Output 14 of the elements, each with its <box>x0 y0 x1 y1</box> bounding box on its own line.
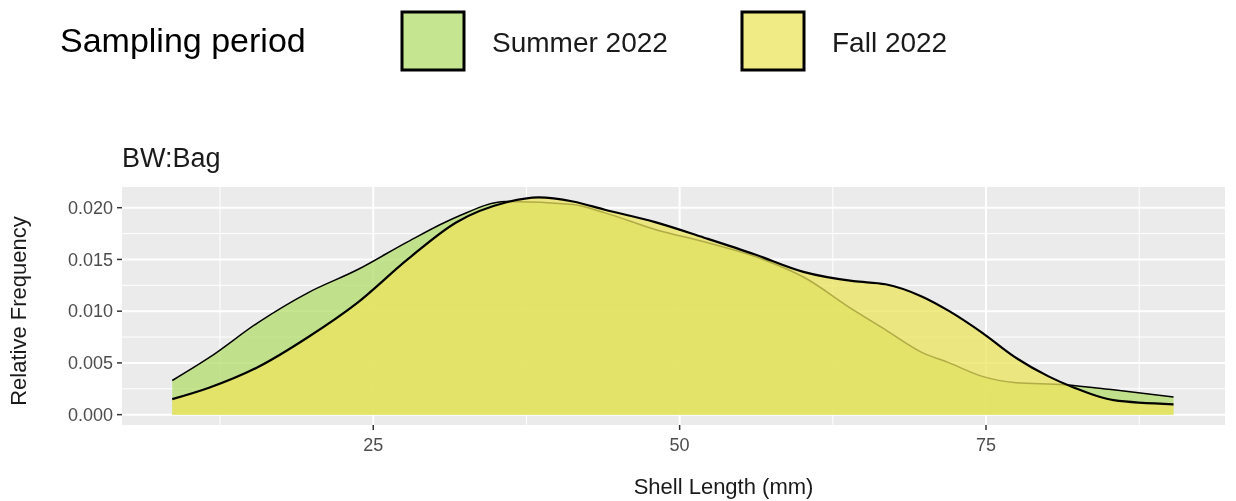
x-tick-label: 50 <box>669 435 690 455</box>
y-tick-label: 0.015 <box>67 249 113 270</box>
y-tick-label: 0.010 <box>67 301 113 322</box>
x-tick-label: 75 <box>976 435 997 455</box>
y-tick-label: 0.000 <box>67 404 113 425</box>
chart-title: BW:Bag <box>122 143 221 173</box>
y-tick-label: 0.005 <box>67 353 113 374</box>
legend-label: Summer 2022 <box>492 27 668 58</box>
x-axis-title: Shell Length (mm) <box>633 474 814 499</box>
y-axis-title: Relative Frequency <box>6 216 31 406</box>
x-tick-label: 25 <box>363 435 384 455</box>
legend-label: Fall 2022 <box>832 27 948 58</box>
y-tick-label: 0.020 <box>67 198 113 218</box>
legend-title: Sampling period <box>60 21 306 59</box>
